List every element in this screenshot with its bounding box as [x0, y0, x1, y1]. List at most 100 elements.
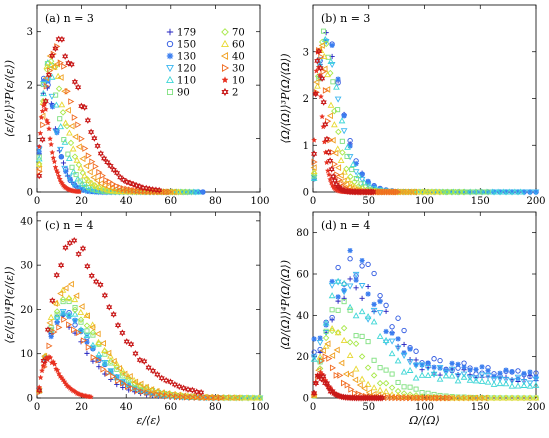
data-point [154, 391, 161, 399]
data-point [96, 168, 103, 176]
data-point [322, 342, 330, 349]
data-point [432, 394, 439, 402]
data-point [460, 188, 467, 196]
data-point [508, 394, 516, 401]
data-point [179, 394, 186, 400]
data-point [61, 165, 68, 172]
y-axis-label: ⟨ε/⟨ε⟩⟩⁴P(ε/⟨ε⟩) [3, 266, 16, 343]
data-point [61, 137, 67, 143]
data-point [213, 394, 220, 402]
y-tick-label: 1 [303, 141, 309, 152]
data-point [329, 307, 335, 313]
data-point [77, 326, 85, 333]
data-point [353, 161, 359, 167]
data-point [84, 262, 91, 270]
data-point [511, 188, 519, 195]
x-tick-label: 100 [250, 402, 269, 413]
data-point [455, 361, 461, 367]
data-point [347, 256, 353, 262]
data-point [526, 394, 534, 402]
data-point [337, 156, 345, 163]
data-point [341, 168, 348, 175]
data-point [410, 394, 417, 402]
data-point [490, 394, 498, 402]
data-point [484, 394, 492, 402]
data-point [120, 379, 127, 387]
data-point [496, 376, 504, 383]
data-point [99, 172, 106, 179]
data-point [472, 375, 480, 382]
panel-label: (b) n = 3 [321, 12, 370, 25]
data-point [36, 143, 43, 150]
data-point [344, 143, 351, 150]
data-point [388, 338, 396, 345]
data-point [415, 188, 423, 195]
data-point [110, 310, 117, 318]
data-point [502, 377, 510, 384]
data-point [413, 348, 419, 354]
data-point [125, 380, 133, 387]
data-point [83, 312, 90, 320]
data-point [532, 189, 540, 196]
data-point [51, 361, 58, 367]
series-150 [311, 256, 539, 380]
data-point [532, 394, 540, 401]
data-point [329, 278, 335, 285]
data-point [137, 380, 144, 388]
data-point [346, 303, 354, 310]
data-point [192, 189, 200, 196]
y-tick-label: 20 [20, 305, 33, 316]
data-point [328, 325, 336, 332]
data-point [47, 354, 54, 361]
data-point [323, 30, 329, 36]
data-point [509, 369, 515, 375]
data-point [325, 383, 332, 391]
data-point [88, 272, 95, 280]
data-point [331, 177, 338, 185]
data-point [101, 154, 108, 162]
data-point [50, 63, 57, 71]
data-point [250, 394, 258, 402]
data-point [36, 172, 43, 180]
data-point [71, 310, 79, 317]
data-point [322, 334, 330, 342]
data-point [514, 382, 522, 389]
data-point [126, 373, 133, 380]
data-point [142, 383, 149, 391]
data-point [508, 394, 516, 402]
data-point [435, 188, 443, 195]
data-point [340, 336, 348, 344]
data-point [78, 327, 84, 333]
data-point [479, 189, 485, 195]
series-60 [310, 46, 443, 195]
data-point [312, 379, 319, 387]
data-point [106, 303, 113, 311]
data-point [78, 135, 85, 143]
series-2 [36, 236, 205, 396]
data-point [461, 189, 467, 195]
legend-label-40: 40 [232, 52, 245, 63]
data-point [327, 157, 334, 165]
data-point [40, 90, 47, 97]
data-point [388, 384, 396, 391]
data-point [344, 381, 351, 389]
data-point [358, 353, 366, 360]
series-2 [311, 372, 386, 402]
legend-marker-2 [221, 87, 229, 97]
legend-label-10: 10 [232, 76, 245, 87]
data-point [89, 158, 96, 165]
data-point [174, 393, 181, 401]
data-point [193, 394, 200, 401]
data-point [347, 370, 354, 378]
data-point [505, 188, 513, 195]
data-point [496, 189, 504, 196]
data-point [431, 364, 437, 370]
data-point [311, 336, 317, 342]
data-point [335, 307, 341, 313]
data-point [352, 365, 360, 372]
data-point [413, 386, 419, 392]
data-point [365, 261, 371, 268]
data-point [203, 394, 210, 402]
data-point [81, 103, 88, 111]
data-point [432, 188, 439, 195]
